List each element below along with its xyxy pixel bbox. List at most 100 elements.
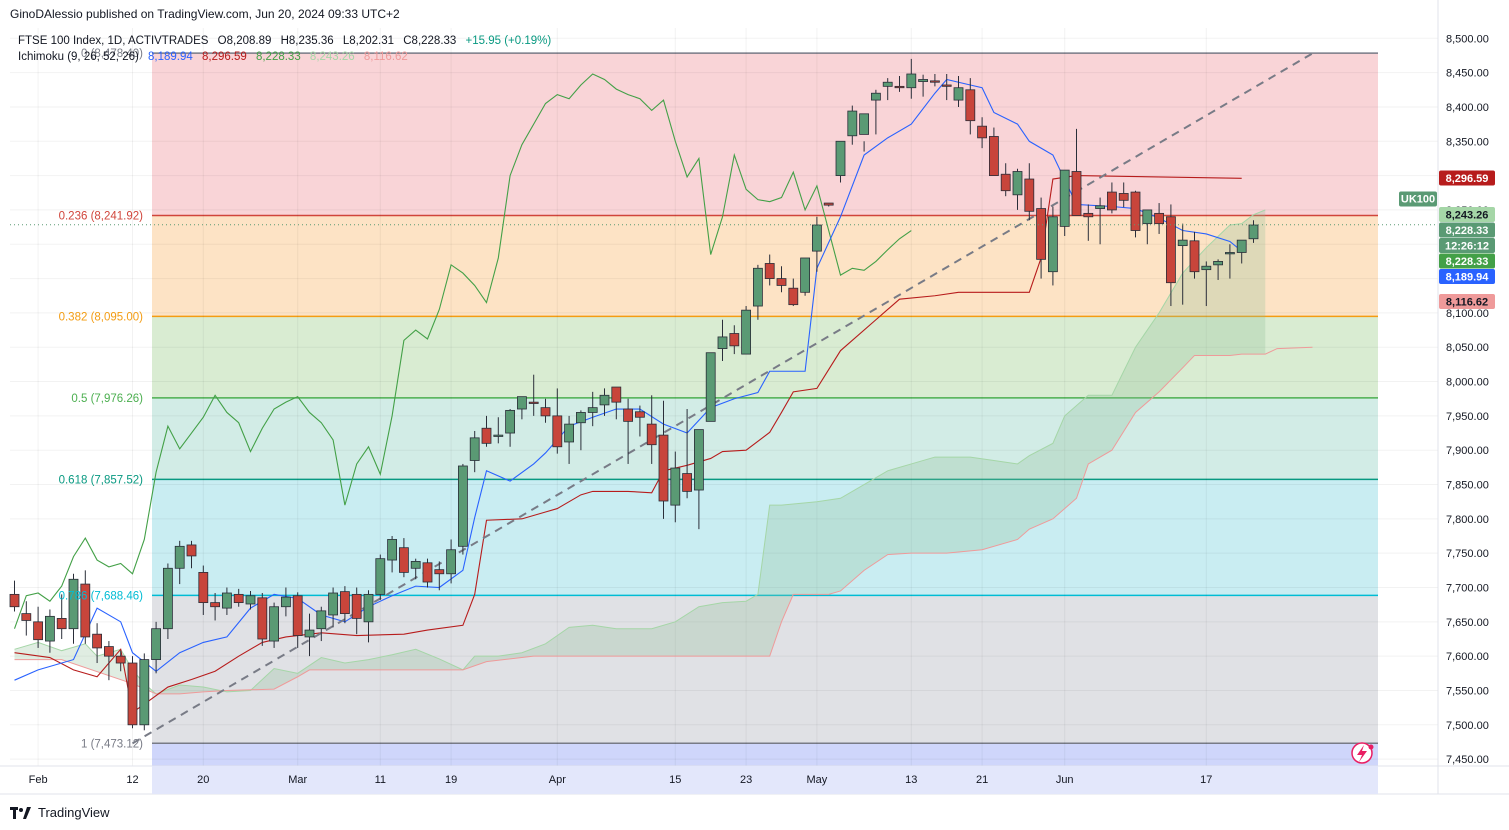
candle[interactable] — [1071, 171, 1082, 216]
candle[interactable] — [457, 465, 468, 547]
candle[interactable] — [776, 278, 787, 286]
candle[interactable] — [788, 287, 799, 306]
symbol-badge[interactable] — [1399, 191, 1437, 207]
candle[interactable] — [481, 427, 492, 444]
candle[interactable] — [257, 597, 268, 640]
candle[interactable] — [174, 545, 185, 569]
candle[interactable] — [823, 202, 834, 206]
candle[interactable] — [705, 352, 716, 422]
candle[interactable] — [221, 592, 232, 609]
candle[interactable] — [1154, 212, 1164, 225]
candle[interactable] — [658, 434, 669, 502]
candle[interactable] — [1248, 224, 1259, 240]
trend-line[interactable] — [131, 52, 1314, 745]
candle[interactable] — [1036, 208, 1046, 260]
candle[interactable] — [930, 80, 940, 83]
symbol-name[interactable]: FTSE 100 Index, 1D, ACTIVTRADES — [18, 35, 209, 47]
candle[interactable] — [587, 407, 598, 413]
candle[interactable] — [1000, 173, 1011, 192]
candle[interactable] — [363, 593, 374, 623]
candle[interactable] — [198, 572, 209, 604]
candle[interactable] — [446, 549, 457, 575]
candle[interactable] — [45, 615, 55, 642]
candle[interactable] — [316, 610, 327, 630]
candle[interactable] — [528, 401, 539, 404]
candle[interactable] — [682, 473, 692, 492]
price-badge[interactable] — [1439, 207, 1495, 223]
candle[interactable] — [398, 547, 409, 573]
price-badge[interactable] — [1439, 269, 1495, 285]
candle[interactable] — [517, 396, 527, 410]
candle[interactable] — [1236, 239, 1247, 253]
candle[interactable] — [1095, 205, 1105, 209]
candle[interactable] — [635, 411, 645, 418]
candle[interactable] — [210, 602, 221, 608]
candle[interactable] — [1189, 240, 1200, 273]
candle[interactable] — [127, 662, 138, 726]
candle[interactable] — [245, 595, 256, 605]
candle[interactable] — [21, 613, 32, 621]
candle[interactable] — [764, 263, 775, 279]
candle[interactable] — [1166, 216, 1176, 284]
candle[interactable] — [328, 592, 339, 616]
candle[interactable] — [729, 333, 740, 347]
candle[interactable] — [800, 257, 810, 293]
candle[interactable] — [104, 646, 114, 657]
candle[interactable] — [292, 595, 303, 636]
candle[interactable] — [953, 87, 964, 101]
candle[interactable] — [882, 81, 893, 87]
candle[interactable] — [1177, 239, 1188, 247]
chikou-line[interactable] — [13, 73, 912, 629]
candle[interactable] — [599, 394, 610, 406]
candle[interactable] — [339, 591, 350, 614]
price-badge[interactable] — [1439, 238, 1495, 254]
candle[interactable] — [33, 621, 43, 641]
candle[interactable] — [375, 558, 386, 595]
candle[interactable] — [1059, 169, 1070, 227]
candle[interactable] — [1130, 191, 1141, 231]
candle[interactable] — [162, 567, 173, 630]
candle[interactable] — [753, 267, 763, 307]
candle[interactable] — [694, 429, 704, 491]
candle[interactable] — [422, 562, 433, 583]
candle[interactable] — [540, 407, 551, 417]
candle[interactable] — [835, 140, 846, 176]
candle[interactable] — [233, 593, 244, 604]
candle[interactable] — [611, 386, 622, 403]
candle[interactable] — [941, 84, 952, 87]
candle[interactable] — [304, 629, 315, 638]
candle[interactable] — [186, 544, 197, 557]
price-badge[interactable] — [1439, 253, 1495, 269]
candle[interactable] — [505, 409, 516, 434]
candle[interactable] — [9, 593, 20, 608]
candle[interactable] — [280, 596, 291, 608]
candle[interactable] — [387, 539, 398, 561]
candle[interactable] — [92, 633, 102, 649]
candle[interactable] — [68, 578, 79, 630]
candle[interactable] — [1225, 252, 1235, 255]
candle[interactable] — [977, 125, 987, 139]
candle[interactable] — [1213, 261, 1223, 266]
candle[interactable] — [115, 655, 126, 664]
candle[interactable] — [1083, 212, 1094, 218]
price-badge[interactable] — [1439, 170, 1495, 186]
candle[interactable] — [918, 79, 928, 82]
senkou-span-b-line[interactable] — [14, 346, 1313, 695]
candle[interactable] — [469, 437, 480, 461]
senkou-span-a-line[interactable] — [14, 209, 1266, 695]
indicator-name[interactable]: Ichimoku (9, 26, 52, 26) — [18, 51, 139, 63]
candle[interactable] — [1142, 209, 1153, 225]
candle[interactable] — [741, 309, 751, 355]
candle[interactable] — [151, 628, 162, 660]
candle[interactable] — [552, 415, 563, 448]
candle[interactable] — [269, 606, 280, 642]
candle[interactable] — [434, 569, 445, 575]
candle[interactable] — [717, 336, 728, 350]
candle[interactable] — [670, 467, 681, 506]
lightning-icon[interactable] — [1351, 742, 1374, 764]
candle[interactable] — [351, 593, 362, 619]
candle[interactable] — [493, 434, 504, 437]
candle[interactable] — [139, 659, 150, 726]
candle[interactable] — [1012, 171, 1023, 196]
